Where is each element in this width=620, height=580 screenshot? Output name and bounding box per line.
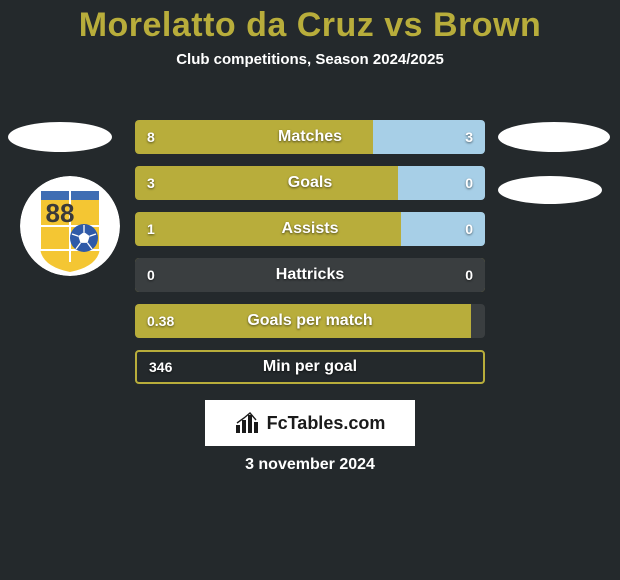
svg-text:88: 88 (46, 198, 75, 228)
stat-label: Goals (288, 174, 332, 192)
stat-label: Assists (282, 220, 339, 238)
stat-label: Min per goal (263, 358, 357, 376)
stat-value-right: 3 (465, 129, 473, 145)
brand-bars-icon (235, 412, 261, 434)
decorative-oval (498, 176, 602, 204)
stat-value-right: 0 (465, 221, 473, 237)
stat-value-left: 0 (147, 267, 155, 283)
stat-value-right: 0 (465, 267, 473, 283)
brand-text: FcTables.com (267, 413, 386, 434)
club-badge: 88 (20, 176, 120, 276)
decorative-oval (8, 122, 112, 152)
stat-value-left: 0.38 (147, 313, 174, 329)
page-title: Morelatto da Cruz vs Brown (0, 0, 620, 45)
stat-value-right: 0 (465, 175, 473, 191)
date-line: 3 november 2024 (0, 456, 620, 474)
stat-value-left: 8 (147, 129, 155, 145)
stat-row: Assists 1 0 (135, 212, 485, 246)
stat-value-left: 1 (147, 221, 155, 237)
stat-value-left: 346 (149, 359, 172, 375)
stat-label: Goals per match (247, 312, 372, 330)
stats-area: Matches83Goals30Assists10Hattricks00Goal… (135, 120, 485, 396)
stat-row: Hattricks 0 0 (135, 258, 485, 292)
stat-row: Matches 8 3 (135, 120, 485, 154)
stat-row: Goals 3 0 (135, 166, 485, 200)
stat-label: Matches (278, 128, 342, 146)
brand-box: FcTables.com (205, 400, 415, 446)
page-subtitle: Club competitions, Season 2024/2025 (0, 51, 620, 68)
decorative-oval (498, 122, 610, 152)
stat-row: Goals per match 0.38 (135, 304, 485, 338)
comparison-infographic: Morelatto da Cruz vs Brown Club competit… (0, 0, 620, 580)
stat-row: Min per goal 346 (135, 350, 485, 384)
stat-value-left: 3 (147, 175, 155, 191)
stat-label: Hattricks (276, 266, 344, 284)
